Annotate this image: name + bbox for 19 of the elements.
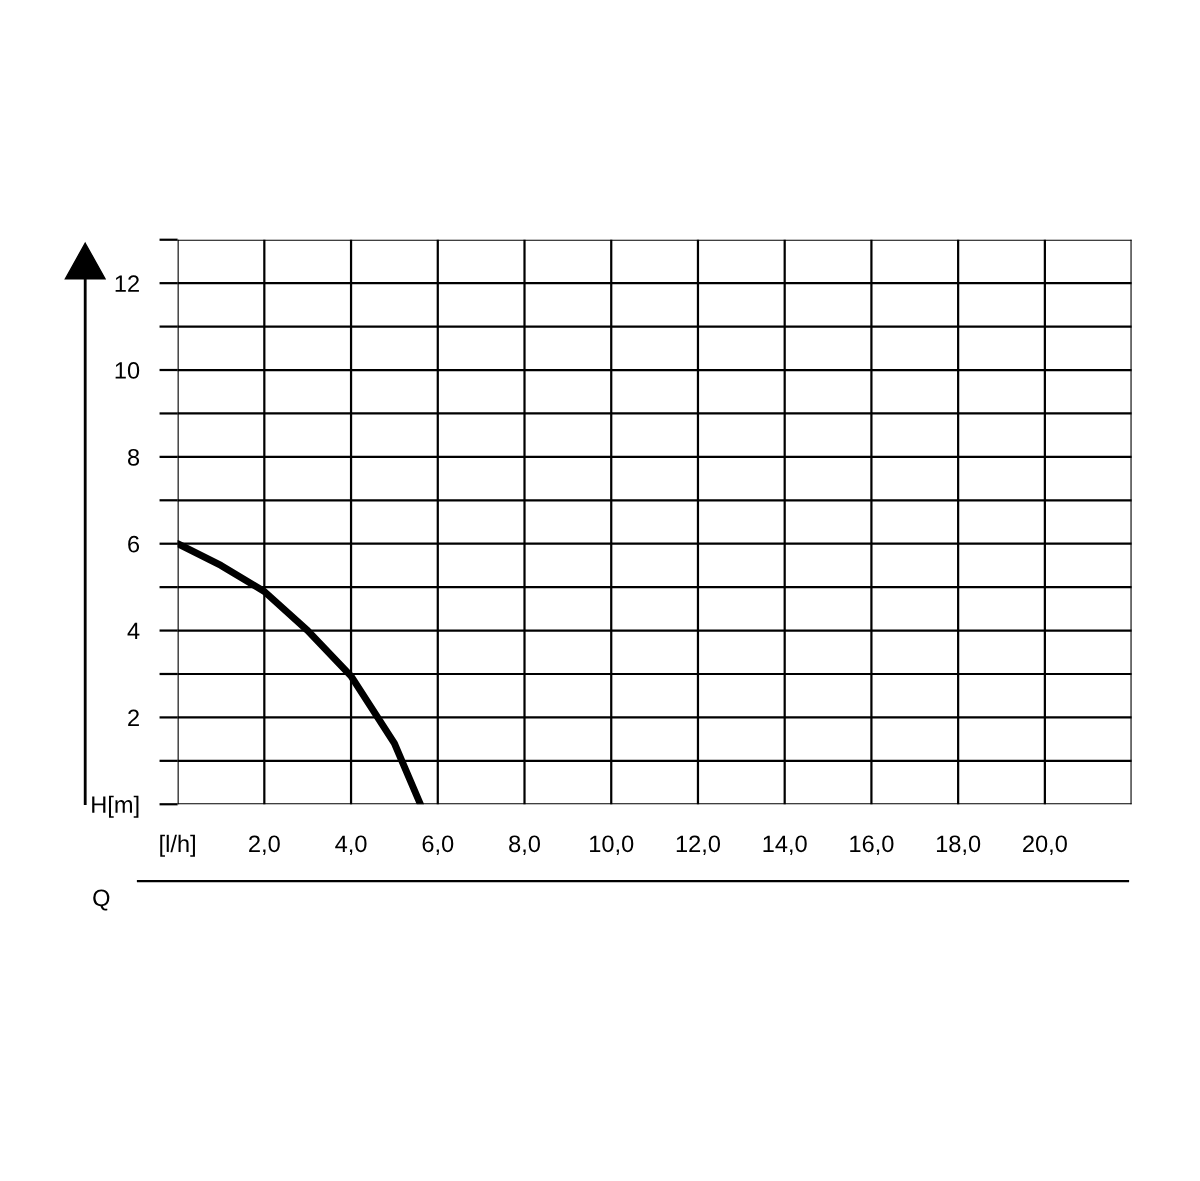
x-tick-label: 16,0 (850, 835, 894, 855)
x-tick-label: 4,0 (335, 835, 367, 855)
y-tick-label: 6 (128, 535, 140, 553)
x-tick-label: [l/h] (160, 834, 195, 857)
x-tick-label: 10,0 (590, 835, 634, 855)
y-tick-label: 12 (115, 275, 139, 292)
x-tick-label: 20,0 (1023, 835, 1067, 855)
x-tick-label: 6,0 (422, 835, 454, 855)
x-tick-label: 12,0 (676, 835, 721, 855)
x-tick-label: 2,0 (249, 835, 280, 855)
x-tick-label: 18,0 (936, 835, 981, 855)
x-axis-title: Q (93, 889, 110, 911)
y-tick-label: 8 (128, 448, 140, 466)
x-tick-label: 14,0 (763, 835, 807, 855)
y-tick-label: 4 (127, 622, 140, 640)
y-tick-label: 2 (128, 709, 139, 726)
y-tick-label: 10 (115, 362, 140, 379)
y-tick-label: H[m] (92, 795, 139, 818)
x-tick-label: 8,0 (509, 835, 540, 855)
